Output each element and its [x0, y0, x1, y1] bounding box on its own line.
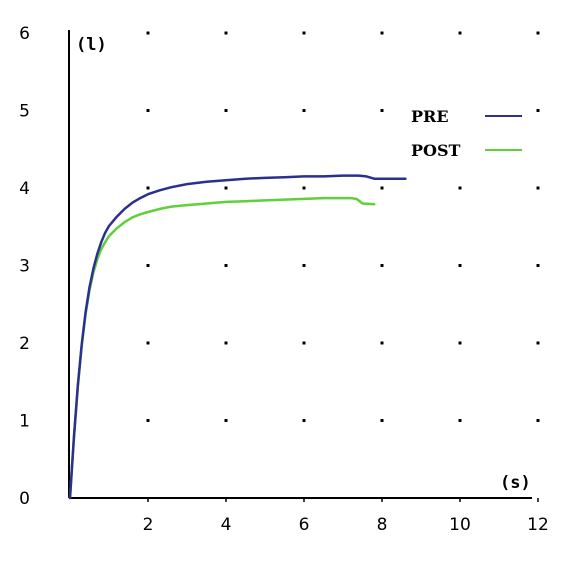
x-tick-label: 8 — [377, 515, 388, 535]
grid-dot — [224, 341, 228, 345]
axes — [68, 30, 532, 499]
grid-dot — [536, 341, 540, 345]
grid-dot — [380, 264, 384, 267]
grid-dot — [146, 419, 150, 422]
grid-dot — [302, 31, 306, 35]
grid-dot — [380, 341, 384, 345]
grid-dot — [224, 264, 228, 267]
grid-dot — [380, 109, 384, 112]
grid-dot — [536, 264, 540, 267]
y-axis-unit: (l) — [76, 35, 107, 55]
grid-dot — [458, 186, 462, 190]
series-line-pre — [68, 174, 407, 500]
x-tick-labels: 2 4 6 8 10 12 — [143, 498, 549, 535]
y-tick-label: 0 — [19, 489, 30, 509]
grid-dot — [536, 109, 540, 112]
y-tick-label: 5 — [19, 102, 30, 122]
grid-dot — [302, 264, 306, 267]
y-tick-label: 1 — [19, 412, 30, 432]
y-tick-label: 6 — [19, 24, 30, 44]
grid-dot — [146, 264, 150, 267]
grid-dot — [536, 31, 540, 35]
grid-dot — [380, 419, 384, 422]
x-tick-label: 4 — [221, 515, 232, 535]
grid-dot — [380, 31, 384, 35]
series-line-post — [68, 196, 376, 500]
legend-box — [404, 96, 532, 172]
series-lines — [68, 174, 407, 500]
legend-label-post: POST — [411, 141, 461, 160]
x-tick-label: 12 — [527, 515, 549, 535]
grid-dot — [380, 186, 384, 190]
y-tick-labels: 0 1 2 3 4 5 6 — [19, 24, 30, 509]
x-tick-label: 2 — [143, 515, 154, 535]
y-tick-label: 3 — [19, 257, 30, 277]
grid-dot — [302, 341, 306, 345]
grid-dots — [146, 31, 540, 422]
grid-dot — [146, 341, 150, 345]
grid-dot — [224, 419, 228, 422]
x-tick-label: 10 — [449, 515, 471, 535]
y-tick-label: 2 — [19, 334, 30, 354]
grid-dot — [302, 419, 306, 422]
grid-dot — [224, 186, 228, 190]
x-tick-label: 6 — [299, 515, 310, 535]
grid-dot — [458, 419, 462, 422]
grid-dot — [146, 31, 150, 35]
grid-dot — [146, 186, 150, 190]
grid-dot — [458, 341, 462, 345]
grid-dot — [302, 186, 306, 190]
grid-dot — [458, 31, 462, 35]
legend: PRE POST — [404, 96, 532, 172]
grid-dot — [302, 109, 306, 112]
grid-dot — [536, 186, 540, 190]
grid-dot — [224, 109, 228, 112]
grid-dot — [146, 109, 150, 112]
legend-label-pre: PRE — [411, 107, 449, 126]
grid-dot — [458, 264, 462, 267]
grid-dot — [536, 419, 540, 422]
y-tick-label: 4 — [19, 179, 30, 199]
grid-dot — [224, 31, 228, 35]
x-axis-unit: (s) — [500, 473, 531, 493]
